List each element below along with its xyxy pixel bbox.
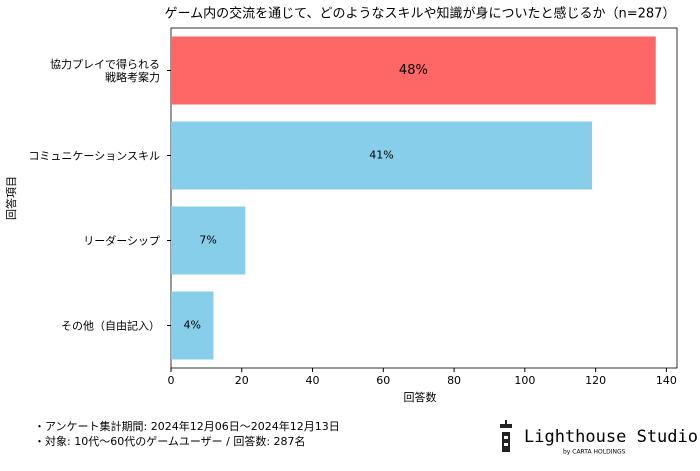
value-label: 41% [369, 149, 393, 162]
value-label: 48% [399, 63, 428, 78]
y-tick-label: リーダーシップ [83, 234, 160, 247]
y-tick-label: コミュニケーションスキル [28, 149, 160, 162]
x-axis-label: 回答数 [404, 390, 437, 404]
value-label: 4% [184, 319, 201, 332]
plot-frame [170, 27, 678, 369]
x-tick-label: 0 [168, 374, 175, 387]
x-tick-label: 60 [376, 374, 390, 387]
x-tick-label: 20 [235, 374, 249, 387]
bar [171, 36, 656, 105]
note: ・アンケート集計期間: 2024年12月06日〜2024年12月13日 [34, 420, 340, 433]
x-tick-label: 40 [306, 374, 320, 387]
chart-title: ゲーム内の交流を通じて、どのようなスキルや知識が身についたと感じるか（n=287… [165, 6, 676, 22]
x-tick-label: 100 [514, 374, 535, 387]
logo [500, 420, 512, 452]
note: ・対象: 10代〜60代のゲームユーザー / 回答数: 287名 [34, 435, 306, 448]
x-tick-label: 120 [585, 374, 606, 387]
y-tick-label: 協力プレイで得られる 戦略考案力 [50, 57, 160, 84]
y-axis-label: 回答項目 [4, 176, 18, 220]
value-label: 7% [199, 234, 216, 247]
x-tick-label: 80 [447, 374, 461, 387]
brand-sub: by CARTA HOLDINGS [563, 449, 626, 456]
bar [171, 291, 214, 360]
y-tick-label: その他（自由記入） [61, 319, 160, 332]
bar [171, 206, 246, 275]
bar [171, 121, 593, 190]
x-tick-label: 140 [656, 374, 677, 387]
brand-name: Lighthouse Studio [524, 427, 698, 447]
